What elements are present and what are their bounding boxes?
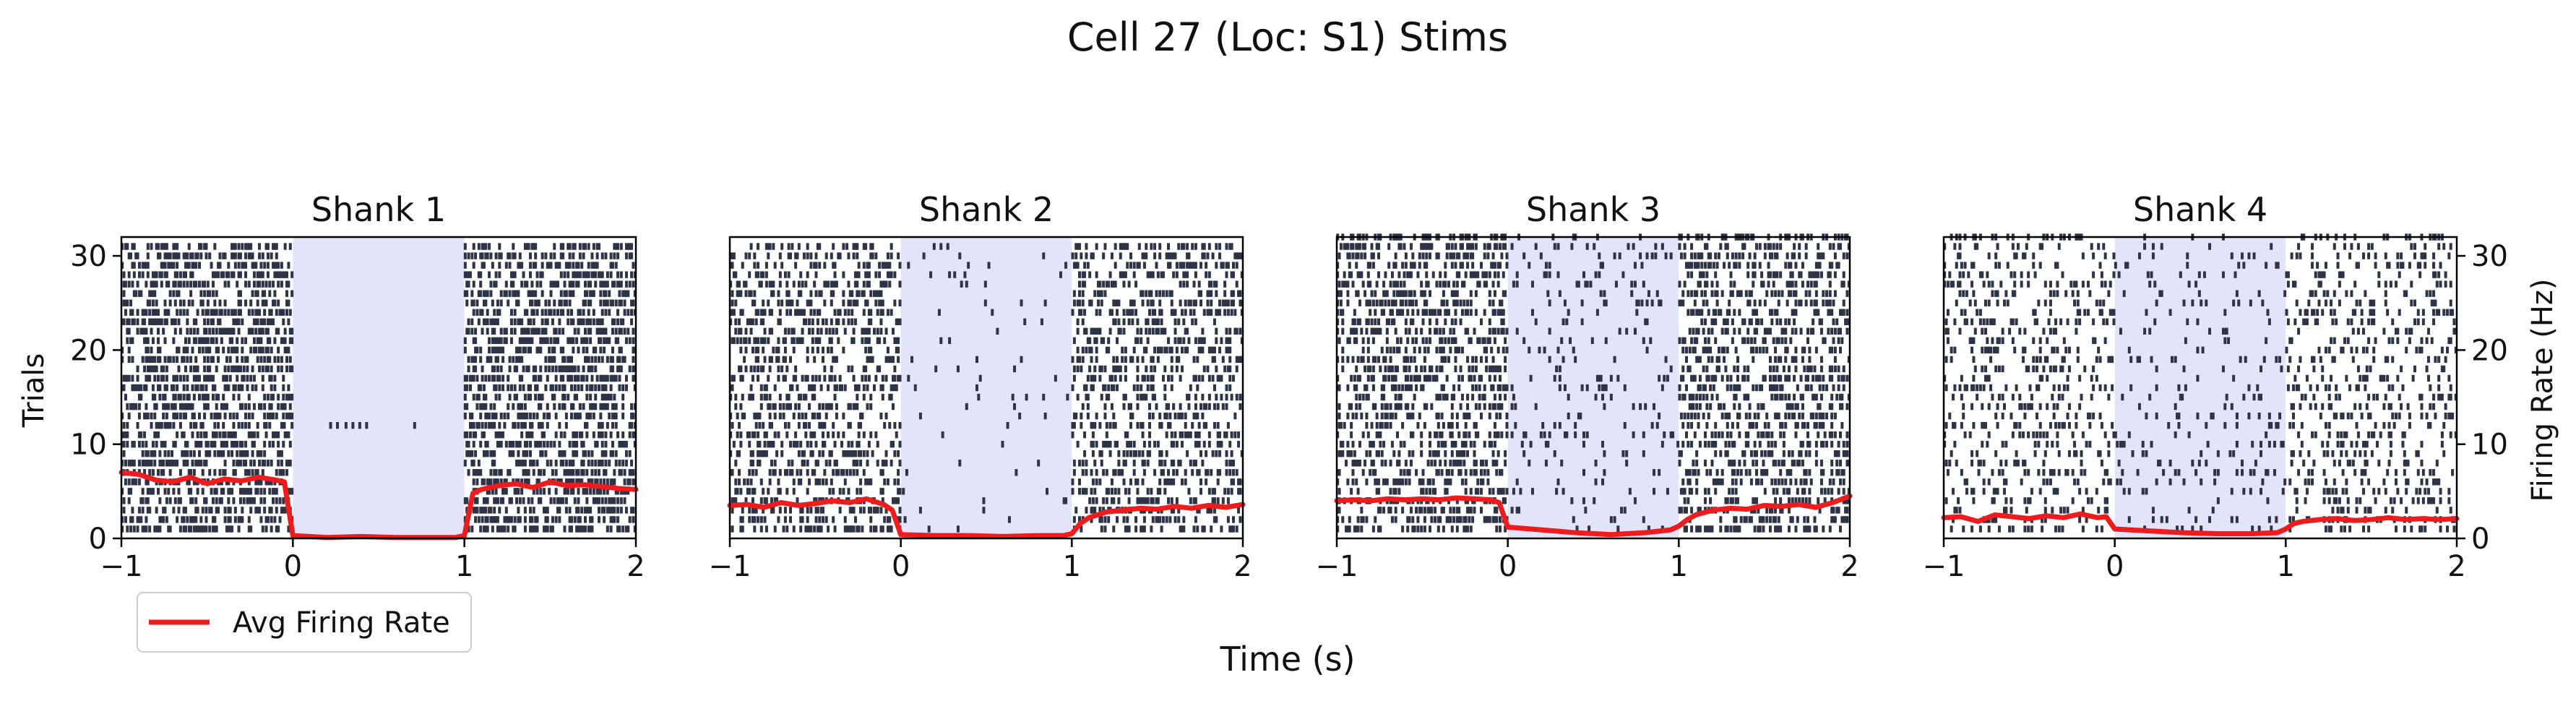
y-tick-label: 30: [70, 240, 107, 273]
spike-raster: [1336, 233, 1851, 533]
stim-window: [1507, 237, 1679, 538]
avg-firing-rate-line: [119, 470, 639, 541]
x-tick-label: 0: [284, 550, 302, 583]
raster-panel-2: Shank 2 −1 0 1 2: [709, 190, 1252, 583]
axes-frame: [120, 236, 637, 540]
avg-firing-rate-line: [727, 496, 1246, 539]
y-axis-label-trials: Trials: [17, 353, 51, 429]
x-tick-label: 2: [1233, 550, 1252, 583]
spike-raster: [121, 243, 637, 533]
x-tick-label: −1: [709, 550, 751, 583]
x-tick-label: 2: [626, 550, 645, 583]
axes-frame: [728, 236, 1244, 540]
y-tick-label: 10: [70, 429, 107, 462]
y-tick-label: 20: [70, 334, 107, 367]
x-tick-label: −1: [100, 550, 143, 583]
figure-title: Cell 27 (Loc: S1) Stims: [1067, 14, 1508, 60]
x-tick-label: 1: [1063, 550, 1081, 583]
stim-window: [293, 237, 465, 538]
x-tick-label: 1: [455, 550, 473, 583]
y-tick-label: 0: [89, 522, 107, 556]
y-axis-label-firing-rate: Firing Rate (Hz): [2526, 279, 2559, 502]
panel-title: Shank 2: [919, 190, 1054, 229]
x-tick-label: 0: [892, 550, 910, 583]
panel-title: Shank 1: [311, 190, 446, 229]
raster-panel-3: Shank 3−1 0 1 2: [1316, 190, 1859, 583]
x-axis-label: Time (s): [1219, 640, 1355, 679]
spike-raster: [729, 243, 1244, 533]
